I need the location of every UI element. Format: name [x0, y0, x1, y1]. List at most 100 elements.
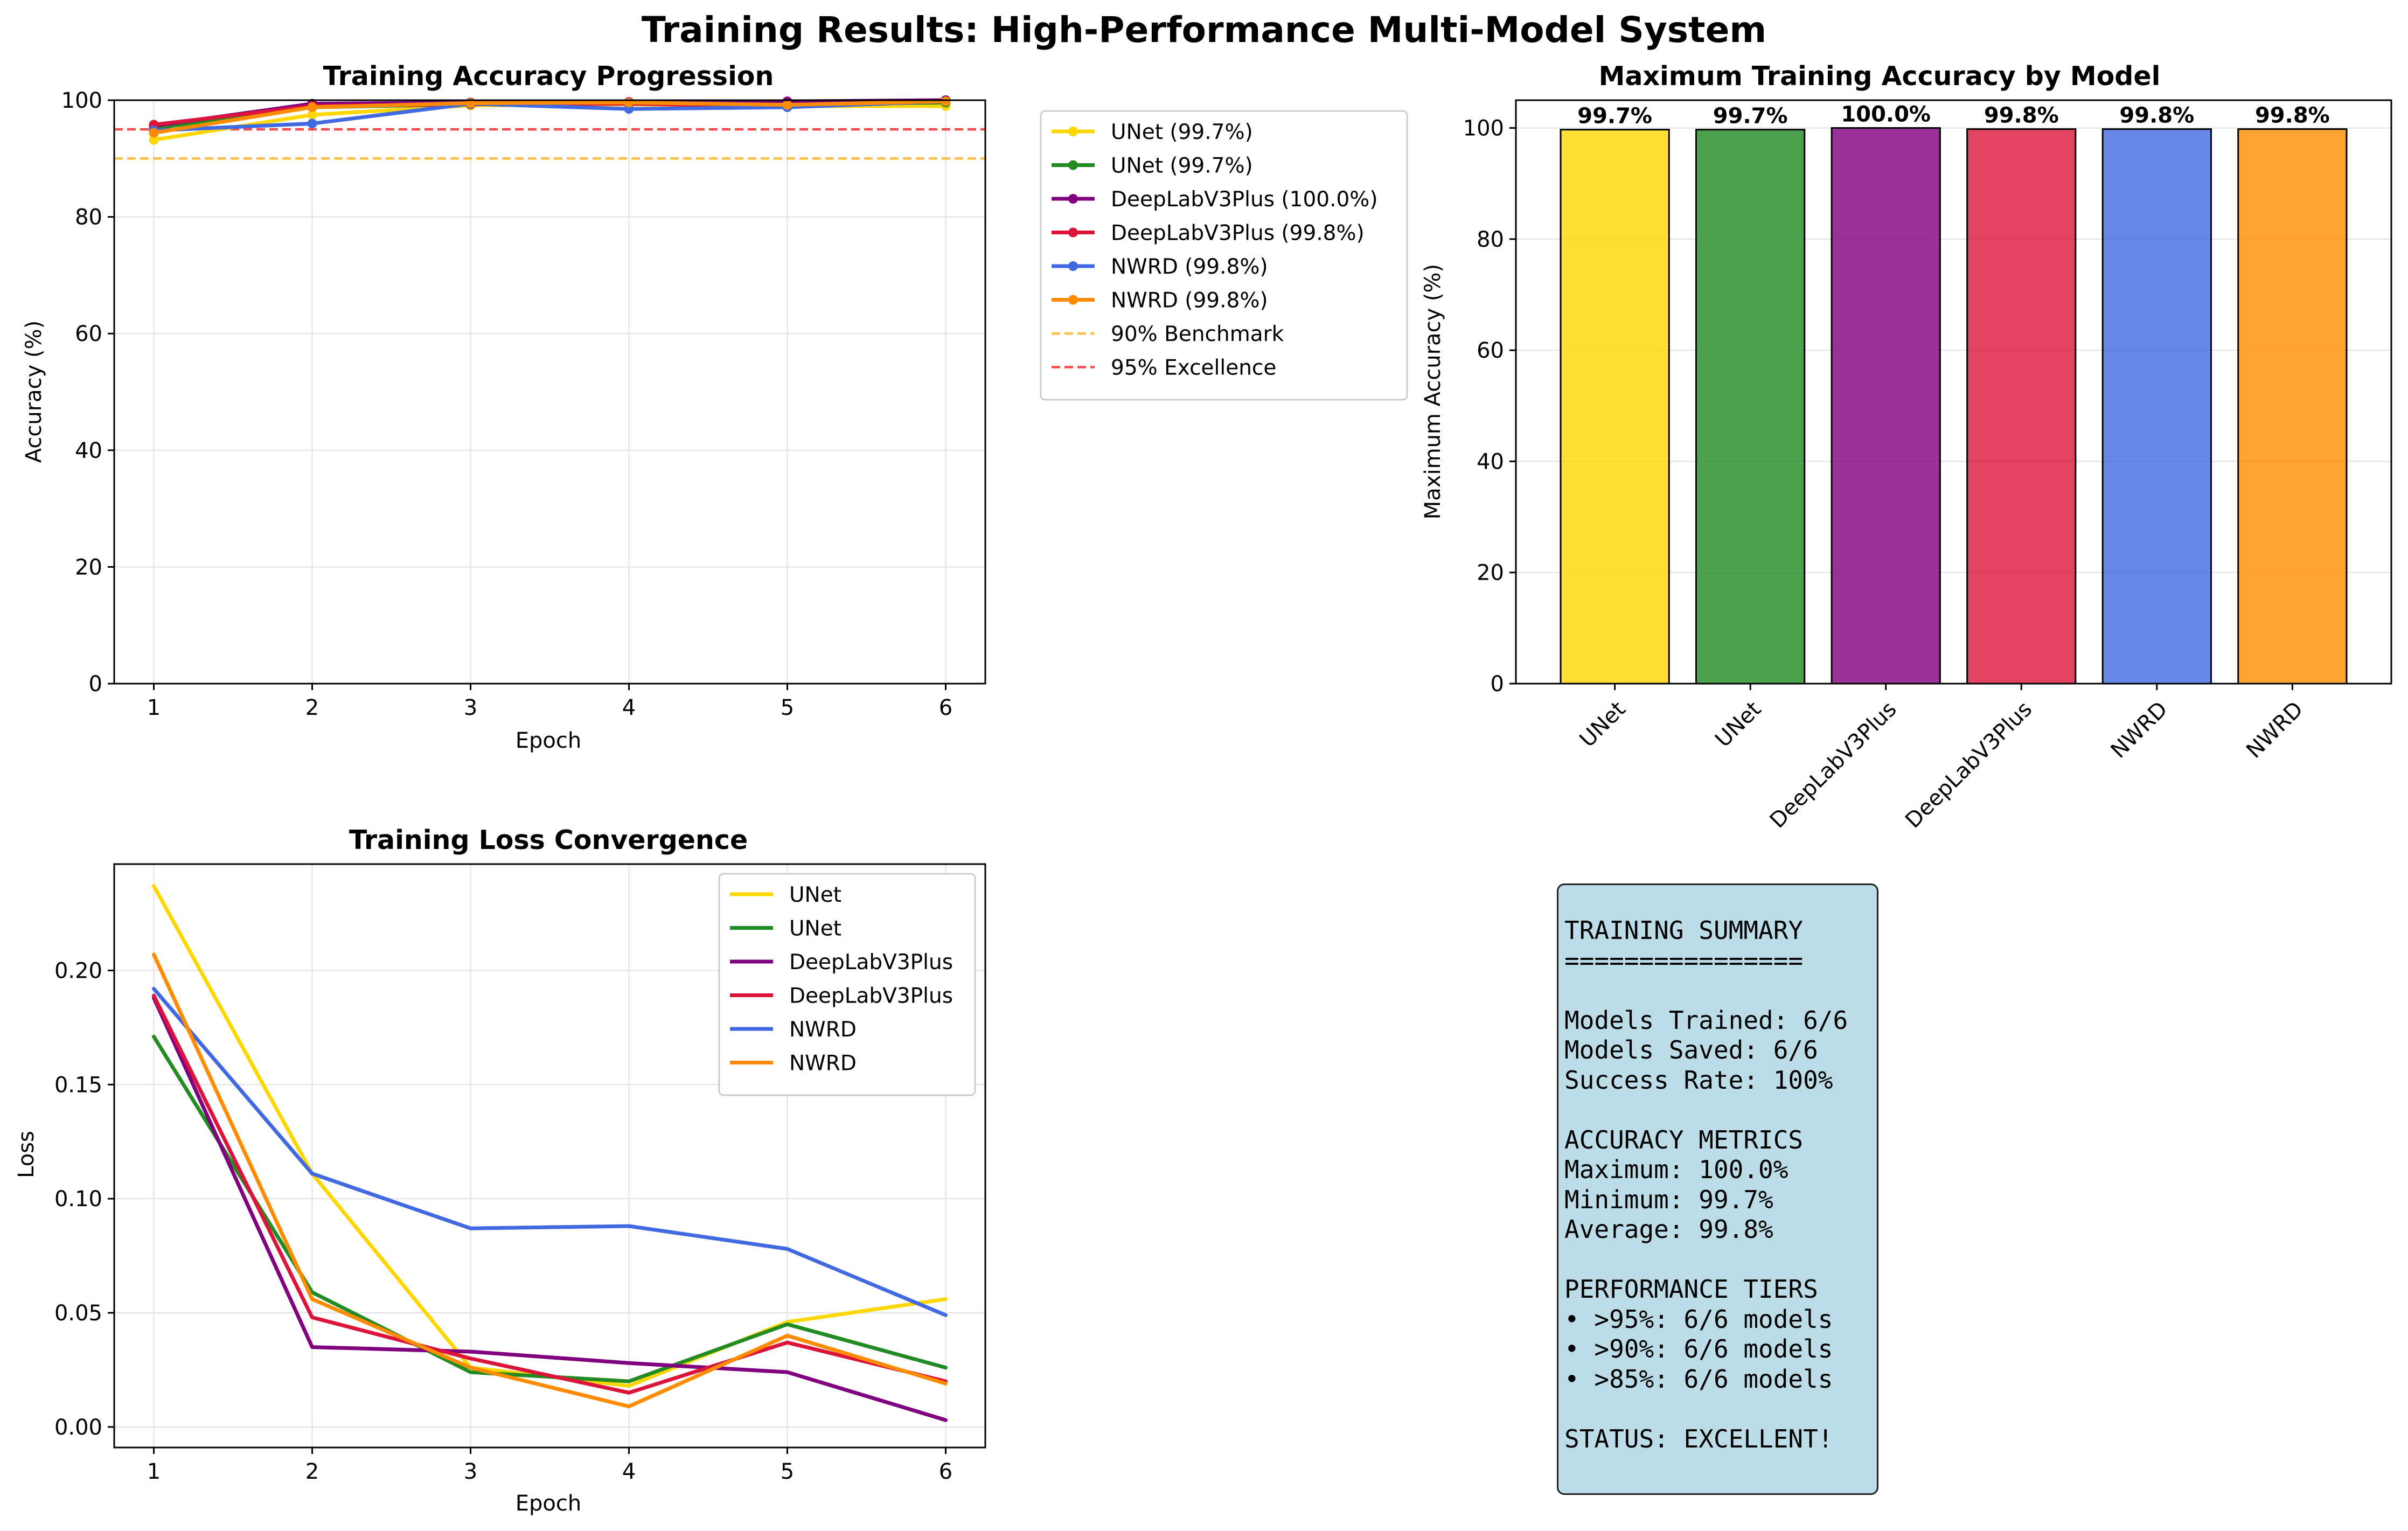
training-summary-text: TRAINING SUMMARY ================ Models… [1564, 916, 1848, 1453]
bar-value-label: 99.7% [1713, 104, 1788, 129]
x-tick-label: 6 [939, 695, 952, 720]
accuracy-panel-title: Training Accuracy Progression [323, 61, 774, 92]
x-tick-label: NWRD [2242, 697, 2308, 763]
x-tick-label: 4 [622, 1459, 636, 1484]
bar [1695, 129, 1806, 685]
series-line [152, 952, 948, 1409]
legend-label: NWRD [789, 1018, 857, 1042]
legend-label: UNet [789, 883, 841, 907]
loss-ticks: 1 2 3 4 5 6 0.00 0.05 0.10 0.15 0.20 [54, 958, 952, 1484]
series-point [307, 119, 317, 129]
x-tick-label: 6 [939, 1459, 952, 1484]
x-tick-label: 2 [305, 695, 319, 720]
y-tick-label: 60 [75, 322, 102, 346]
x-tick-label: 4 [622, 695, 636, 720]
series-point [941, 96, 951, 107]
y-tick-label: 40 [75, 439, 102, 463]
y-tick-label: 60 [1477, 338, 1504, 363]
y-tick-label: 40 [1477, 449, 1504, 474]
bar-value-label: 99.8% [2255, 103, 2330, 128]
accuracy-grid [114, 99, 985, 685]
max-accuracy-y-axis-label: Maximum Accuracy (%) [1421, 264, 1445, 519]
y-tick-label: 80 [1477, 227, 1504, 252]
loss-series [152, 884, 948, 1422]
y-tick-label: 0.15 [54, 1073, 102, 1097]
max-accuracy-panel-title: Maximum Training Accuracy by Model [1599, 61, 2161, 92]
legend-frame [718, 873, 976, 1096]
series-point [149, 135, 159, 145]
x-tick-label: 1 [147, 695, 161, 720]
y-tick-label: 20 [75, 555, 102, 580]
x-tick-label: NWRD [2106, 697, 2173, 763]
series-line [152, 996, 948, 1422]
accuracy-panel: Training Accuracy Progression Epoch Accu… [22, 61, 1408, 753]
x-tick-label: DeepLabV3Plus [1901, 697, 2037, 833]
legend-label: NWRD [789, 1052, 857, 1076]
x-tick-label: 5 [781, 1459, 794, 1484]
x-tick-label: 1 [147, 1459, 161, 1484]
legend-label: DeepLabV3Plus [789, 984, 953, 1008]
accuracy-series [149, 95, 951, 145]
x-tick-label: 5 [781, 695, 794, 720]
legend-label: UNet (99.7%) [1111, 120, 1253, 144]
series-line [152, 99, 948, 135]
legend-marker [1068, 261, 1078, 271]
bar-value-label: 99.7% [1577, 104, 1652, 129]
x-tick-label: 2 [305, 1459, 319, 1484]
figure-title: Training Results: High-Performance Multi… [642, 9, 1766, 51]
max-accuracy-bars: 99.7% 99.7% 100.0% 99.8% 99.8% 99.8% [1560, 102, 2348, 685]
loss-plot-frame [113, 863, 986, 1449]
accuracy-y-axis-label: Accuracy (%) [22, 321, 46, 463]
series-line [152, 99, 948, 133]
accuracy-reference-lines [114, 128, 985, 160]
loss-x-axis-label: Epoch [516, 1491, 581, 1516]
y-tick-label: 0 [1491, 672, 1504, 697]
legend-frame [1040, 110, 1408, 401]
legend-label: DeepLabV3Plus (100.0%) [1111, 187, 1378, 212]
y-tick-label: 0.00 [54, 1415, 102, 1440]
legend-marker [1068, 295, 1078, 305]
accuracy-plot-frame [113, 99, 986, 685]
accuracy-x-axis-label: Epoch [516, 728, 581, 753]
bar [2237, 128, 2348, 685]
y-tick-label: 100 [61, 88, 102, 113]
loss-panel: Training Loss Convergence Epoch Loss 1 2 3… [14, 825, 986, 1516]
legend-marker [1068, 194, 1078, 204]
legend-label: NWRD (99.8%) [1111, 255, 1268, 279]
legend-label: UNet (99.7%) [1111, 154, 1253, 178]
series-point [624, 98, 634, 108]
y-tick-label: 0.05 [54, 1301, 102, 1326]
legend-label: 90% Benchmark [1111, 322, 1284, 346]
accuracy-legend: UNet (99.7%) UNet (99.7%) DeepLabV3Plus (1… [1040, 110, 1408, 401]
bar-value-label: 99.8% [2119, 103, 2194, 128]
max-accuracy-panel: Maximum Training Accuracy by Model Maxim… [1421, 61, 2392, 833]
legend-label: UNet [789, 917, 841, 941]
bar [1966, 128, 2077, 685]
bar [2101, 128, 2212, 685]
legend-marker [1068, 227, 1078, 238]
legend-label: DeepLabV3Plus [789, 950, 953, 975]
loss-y-axis-label: Loss [14, 1131, 39, 1178]
x-tick-label: DeepLabV3Plus [1765, 697, 1902, 833]
legend-label: 95% Excellence [1111, 356, 1276, 380]
legend-label: NWRD (99.8%) [1111, 289, 1268, 313]
loss-grid [114, 864, 985, 1448]
series-line [152, 993, 948, 1395]
legend-label: DeepLabV3Plus (99.8%) [1111, 221, 1365, 246]
bar-value-label: 99.8% [1984, 103, 2059, 128]
y-tick-label: 100 [1463, 116, 1504, 141]
x-tick-label: UNet [1710, 697, 1766, 752]
legend-marker [1068, 160, 1078, 170]
series-point [149, 128, 159, 138]
series-point [307, 110, 317, 120]
training-summary-box [1557, 883, 1878, 1495]
y-tick-label: 20 [1477, 561, 1504, 586]
x-tick-label: 3 [464, 1459, 477, 1484]
y-tick-label: 0 [89, 672, 102, 697]
x-tick-label: 3 [464, 695, 477, 720]
bar-value-label: 100.0% [1841, 102, 1931, 127]
loss-legend: UNet UNet DeepLabV3Plus DeepLabV3Plus NWRD NW… [718, 873, 976, 1096]
series-point [307, 102, 317, 112]
